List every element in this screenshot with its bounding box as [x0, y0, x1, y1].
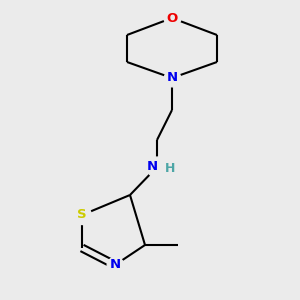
- Text: N: N: [146, 160, 158, 173]
- Text: O: O: [167, 11, 178, 25]
- Text: N: N: [167, 71, 178, 85]
- Text: N: N: [110, 259, 121, 272]
- Text: H: H: [165, 161, 175, 175]
- Text: S: S: [77, 208, 87, 221]
